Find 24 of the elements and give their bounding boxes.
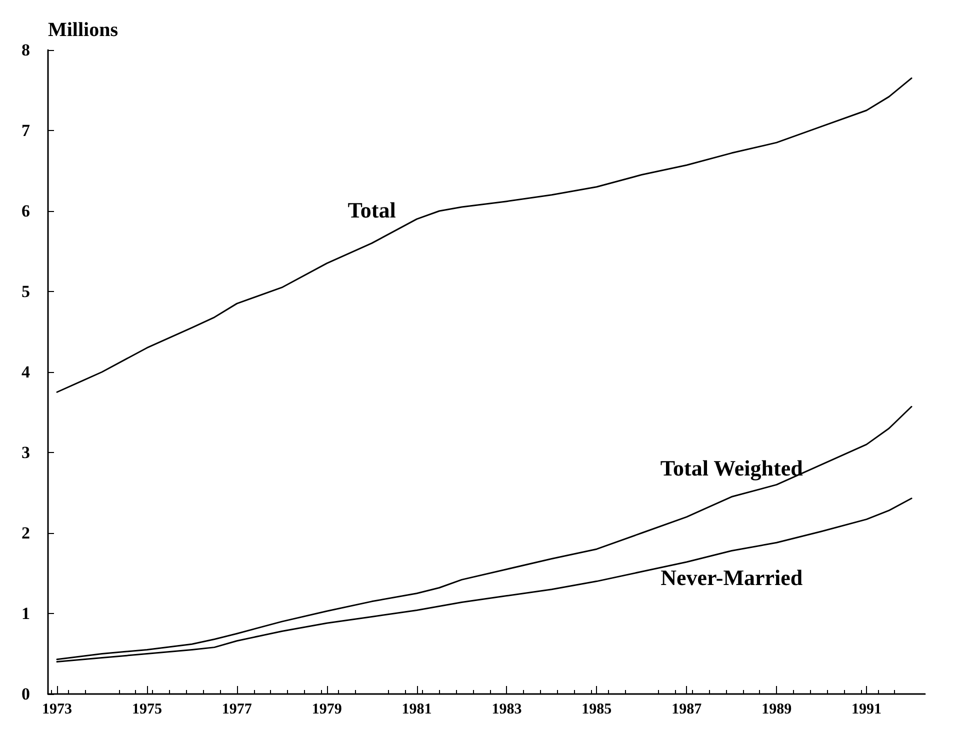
y-tick-label: 1 bbox=[22, 604, 30, 623]
x-tick-label: 1981 bbox=[402, 702, 432, 718]
x-tick-label: 1973 bbox=[42, 702, 72, 718]
y-tick-label: 5 bbox=[22, 282, 30, 301]
y-tick-label: 7 bbox=[22, 121, 30, 140]
x-tick-label: 1989 bbox=[762, 702, 792, 718]
x-tick-label: 1975 bbox=[132, 702, 162, 718]
x-tick-label: 1985 bbox=[582, 702, 612, 718]
x-tick-label: 1977 bbox=[222, 702, 252, 718]
y-tick-label: 4 bbox=[22, 362, 30, 382]
x-tick-label: 1991 bbox=[852, 702, 882, 718]
series-label: Total Weighted bbox=[660, 455, 803, 480]
y-tick-label: 8 bbox=[22, 40, 30, 60]
line-series bbox=[56, 77, 912, 393]
y-tick-label: 6 bbox=[22, 202, 30, 220]
x-tick-label: 1983 bbox=[492, 702, 522, 718]
x-tick-label: 1987 bbox=[672, 702, 702, 718]
y-axis-title: Millions bbox=[48, 19, 118, 41]
series-label: Never-Married bbox=[660, 565, 803, 590]
y-tick-label: 0 bbox=[22, 684, 30, 704]
y-tick-label: 2 bbox=[22, 524, 30, 542]
y-tick-label: 3 bbox=[22, 443, 30, 462]
x-tick-label: 1979 bbox=[312, 702, 342, 718]
series-label: Total bbox=[348, 198, 396, 223]
